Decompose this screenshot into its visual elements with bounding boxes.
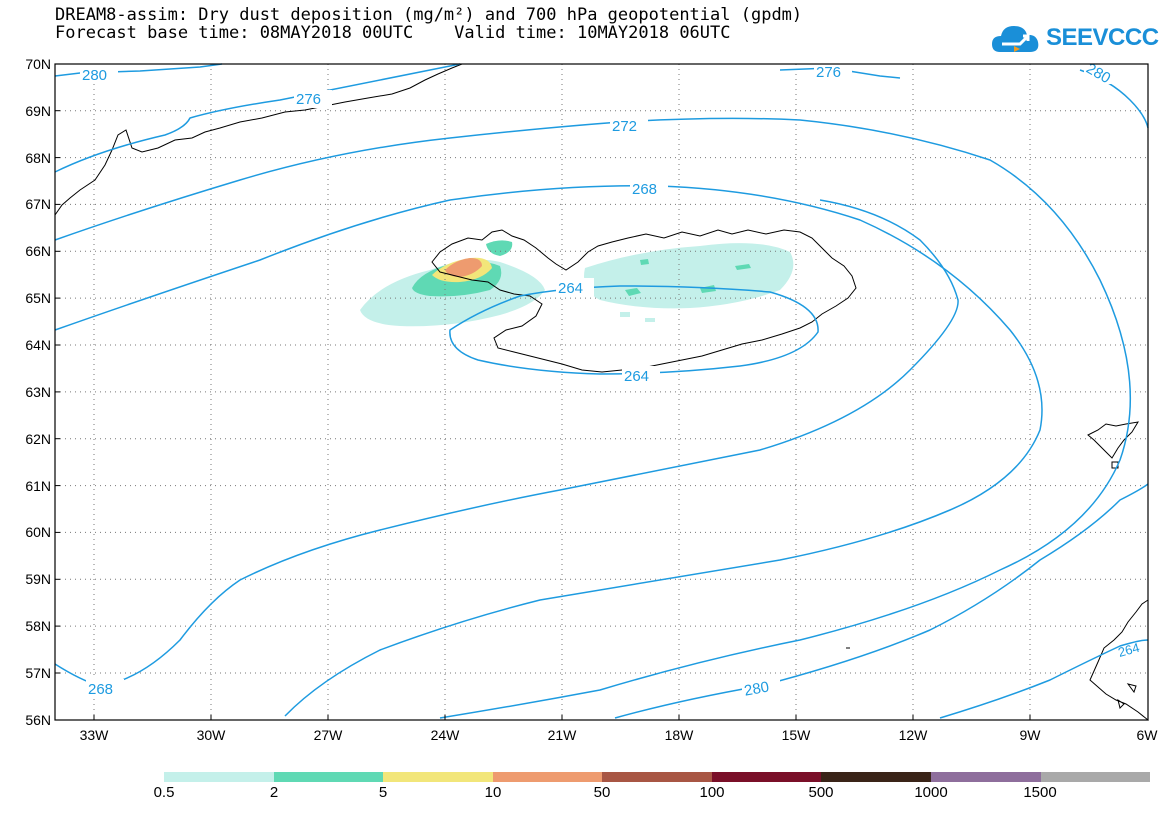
color-legend: [164, 772, 1151, 782]
graticule: [55, 64, 1148, 720]
lon-label: 6W: [1137, 727, 1159, 743]
lat-label: 66N: [25, 243, 51, 259]
lat-label: 56N: [25, 712, 51, 728]
lat-label: 57N: [25, 665, 51, 681]
contour-label: 264: [558, 280, 583, 297]
map-subtitle: Forecast base time: 08MAY2018 00UTC Vali…: [55, 23, 731, 43]
lat-label: 62N: [25, 431, 51, 447]
contour-276-top-right: [779, 67, 901, 79]
lat-label: 69N: [25, 103, 51, 119]
brand-name: SEEVCCC: [1046, 24, 1159, 51]
legend-swatch: [602, 772, 712, 782]
contour-label: 268: [632, 181, 657, 198]
legend-swatch: [383, 772, 493, 782]
lon-label: 21W: [548, 727, 578, 743]
contour-label: 264: [624, 368, 649, 385]
lat-label: 70N: [25, 56, 51, 72]
legend-label: 100: [699, 784, 725, 801]
legend-swatch: [164, 772, 274, 782]
legend-label: 5: [378, 784, 388, 801]
lon-label: 9W: [1020, 727, 1042, 743]
contour-labels: 280 276 276 280 272 268 264 264 268 280 …: [80, 60, 1141, 700]
lon-label: 30W: [197, 727, 227, 743]
lon-label: 33W: [80, 727, 110, 743]
legend-swatch: [492, 772, 603, 782]
contour-label: 276: [816, 64, 841, 81]
lat-label: 60N: [25, 524, 51, 540]
lat-label: 63N: [25, 384, 51, 400]
legend-labels: 0.5 2 5 10 50 100 500 1000 1500: [0, 784, 1175, 804]
lon-label: 24W: [431, 727, 461, 743]
contour-label: 280: [743, 679, 771, 700]
lat-label: 65N: [25, 290, 51, 306]
contour-280-top-left: [54, 63, 223, 77]
contour-label: 268: [88, 681, 113, 698]
lat-labels: 70N 69N 68N 67N 66N 65N 64N 63N 62N 61N …: [25, 56, 51, 728]
legend-swatch: [930, 772, 1041, 782]
map-frame: [54, 63, 1149, 721]
lat-label: 59N: [25, 571, 51, 587]
brand-logo: SEEVCCC: [990, 22, 1159, 56]
contour-label: 264: [1116, 640, 1141, 660]
contour-272: [54, 117, 1132, 719]
legend-label: 0.5: [153, 784, 175, 801]
map-title: DREAM8-assim: Dry dust deposition (mg/m²…: [55, 5, 803, 25]
contour-268-outer: [54, 199, 959, 687]
legend-swatch: [273, 772, 384, 782]
contour-280-bottom: [614, 483, 1149, 719]
lat-label: 67N: [25, 196, 51, 212]
iceland-coast: [431, 229, 857, 373]
lon-label: 18W: [665, 727, 695, 743]
contour-label: 272: [612, 118, 637, 135]
legend-label: 1000: [914, 784, 948, 801]
coastlines: [54, 63, 1149, 722]
contour-268: [54, 185, 1043, 717]
lat-label: 64N: [25, 337, 51, 353]
legend-label: 1500: [1023, 784, 1057, 801]
map-canvas: 280 276 276 280 272 268 264 264 268 280 …: [25, 56, 1159, 743]
lon-label: 27W: [314, 727, 344, 743]
lon-label: 15W: [782, 727, 812, 743]
axis-ticks: [55, 110, 1031, 720]
legend-swatch: [821, 772, 931, 782]
contour-label: 280: [82, 67, 107, 84]
lon-label: 12W: [899, 727, 929, 743]
contour-label: 276: [296, 91, 321, 108]
lon-labels: 33W 30W 27W 24W 21W 18W 15W 12W 9W 6W: [80, 727, 1159, 743]
lat-label: 58N: [25, 618, 51, 634]
legend-label: 50: [593, 784, 611, 801]
contour-276-top: [54, 63, 461, 173]
cloud-logo-icon: [992, 26, 1039, 52]
lat-label: 61N: [25, 478, 51, 494]
contour-right-bottom: [939, 639, 1149, 719]
dust-deposition-field: [360, 240, 794, 327]
legend-label: 10: [484, 784, 502, 801]
geopotential-contours: [54, 63, 1149, 719]
legend-swatch: [711, 772, 822, 782]
faroe-coast: [1087, 421, 1139, 469]
legend-swatch: [1040, 772, 1151, 782]
legend-label: 500: [808, 784, 834, 801]
legend-label: 2: [269, 784, 279, 801]
lat-label: 68N: [25, 150, 51, 166]
scotland-coast: [1089, 599, 1149, 722]
greenland-coast: [54, 63, 463, 216]
